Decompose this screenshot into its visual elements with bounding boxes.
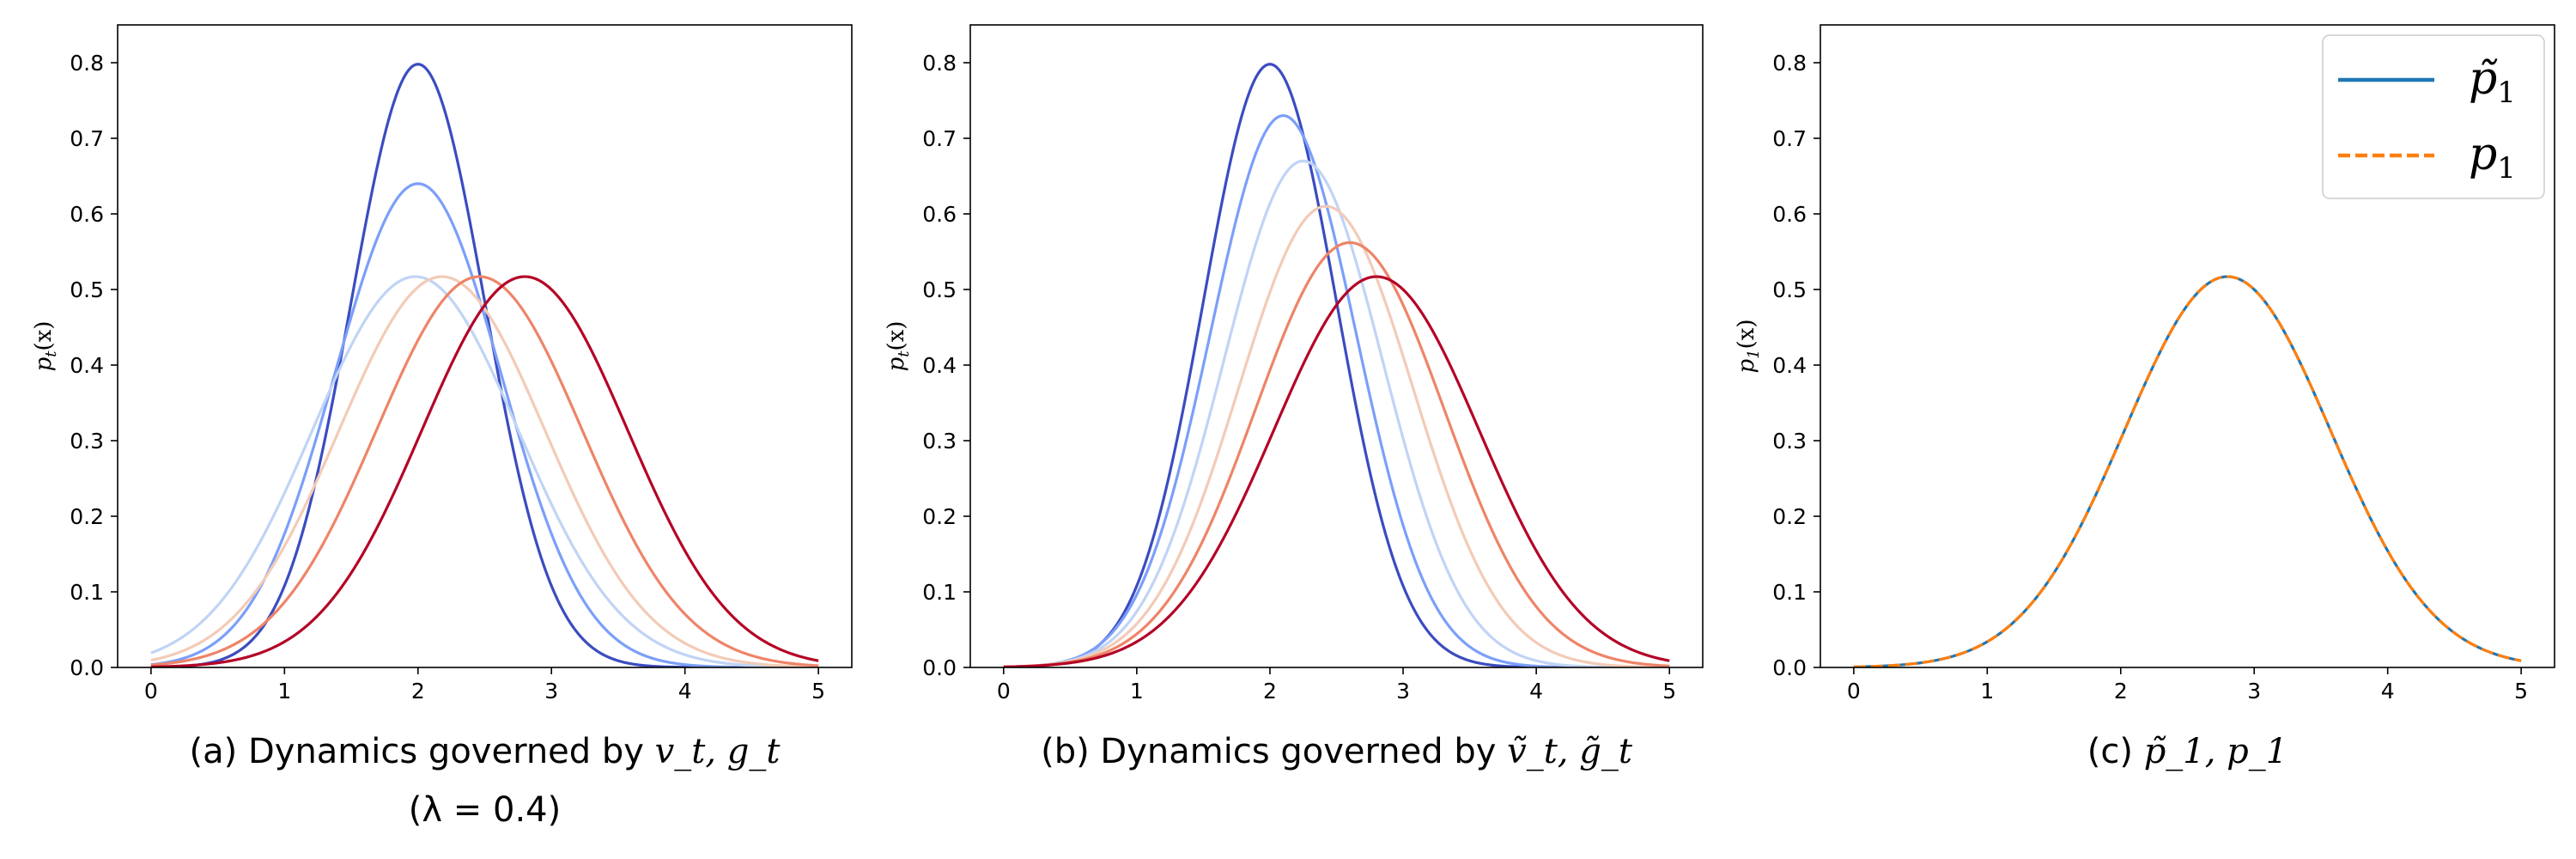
axes-frame <box>969 24 1704 668</box>
x-tick-label: 1 <box>1130 679 1144 704</box>
series-line-5 <box>1003 241 1670 667</box>
series-line-3 <box>1003 159 1670 667</box>
axes-frame <box>117 24 853 668</box>
y-axis-label: pt(x) <box>884 321 913 372</box>
x-tick-label: 2 <box>411 679 425 704</box>
panel-a: 0 1 2 3 4 5 0.0 0.1 0.2 0.3 0.4 0.5 0.6 0.7 0.8 pt(x) (a… <box>31 24 853 830</box>
y-tick-label: 0.5 <box>70 277 104 302</box>
x-tick-label: 2 <box>2114 679 2128 704</box>
x-tick-label: 0 <box>144 679 158 704</box>
y-tick-label: 0.2 <box>922 504 957 529</box>
y-tick-label: 0.6 <box>1772 202 1807 227</box>
series-line-4 <box>150 275 819 667</box>
x-tick-label: 5 <box>811 679 825 704</box>
panel-b: 0 1 2 3 4 5 0.0 0.1 0.2 0.3 0.4 0.5 0.6 0.7 0.8 pt(x) (b… <box>884 24 1704 771</box>
x-tick-label: 0 <box>997 679 1011 704</box>
series-line-1 <box>150 63 819 667</box>
y-axis-label: pt(x) <box>31 321 60 372</box>
y-tick-label: 0.7 <box>70 126 104 151</box>
series-line-1 <box>1003 63 1670 667</box>
series-line-2 <box>1853 275 2522 667</box>
y-tick-label: 0.4 <box>70 353 104 378</box>
x-tick-label: 3 <box>544 679 558 704</box>
x-tick-label: 2 <box>1263 679 1277 704</box>
series-line-2 <box>1003 114 1670 667</box>
legend-entry: p1 <box>2469 129 2516 186</box>
y-tick-label: 0.8 <box>70 51 104 76</box>
y-tick-label: 0.6 <box>922 202 957 227</box>
y-tick-label: 0.8 <box>922 51 957 76</box>
y-tick-label: 0.1 <box>1772 580 1807 605</box>
y-axis-label: p1(x) <box>1734 319 1763 373</box>
panel-caption-line2: (λ = 0.4) <box>409 790 561 830</box>
y-tick-label: 0.1 <box>70 580 104 605</box>
legend: p̃1p1 <box>2322 34 2545 199</box>
x-tick-label: 0 <box>1847 679 1861 704</box>
y-tick-label: 0.5 <box>922 277 957 302</box>
x-tick-label: 4 <box>1529 679 1543 704</box>
x-tick-label: 4 <box>2381 679 2395 704</box>
plot-area <box>150 63 819 667</box>
x-tick-label: 1 <box>277 679 291 704</box>
y-tick-label: 0.7 <box>922 126 957 151</box>
y-tick-label: 0.0 <box>922 655 957 680</box>
series-line-4 <box>1003 204 1670 667</box>
y-tick-label: 0.3 <box>922 429 957 454</box>
x-tick-label: 3 <box>2247 679 2261 704</box>
panel-caption: (b) Dynamics governed by ṽ_t, g̃_t <box>1041 732 1633 771</box>
y-tick-label: 0.2 <box>70 504 104 529</box>
x-tick-label: 4 <box>678 679 692 704</box>
x-tick-label: 3 <box>1396 679 1410 704</box>
y-tick-label: 0.3 <box>1772 429 1807 454</box>
legend-entry: p̃1 <box>2469 53 2516 110</box>
y-tick-label: 0.1 <box>922 580 957 605</box>
y-tick-label: 0.2 <box>1772 504 1807 529</box>
panel-caption: (a) Dynamics governed by v_t, g_t <box>190 732 781 771</box>
series-line-6 <box>1003 275 1670 667</box>
y-tick-label: 0.0 <box>70 655 104 680</box>
y-tick-label: 0.4 <box>922 353 957 378</box>
series-line-1 <box>1853 275 2522 667</box>
y-tick-label: 0.6 <box>70 202 104 227</box>
x-tick-label: 5 <box>2514 679 2528 704</box>
y-tick-label: 0.3 <box>70 429 104 454</box>
y-tick-label: 0.8 <box>1772 51 1807 76</box>
legend-box <box>2322 34 2545 199</box>
y-tick-label: 0.4 <box>1772 353 1807 378</box>
y-tick-label: 0.0 <box>1772 655 1807 680</box>
plot-area <box>1853 275 2522 667</box>
y-tick-label: 0.5 <box>1772 277 1807 302</box>
series-line-5 <box>150 275 819 667</box>
series-line-3 <box>150 275 819 667</box>
y-tick-label: 0.7 <box>1772 126 1807 151</box>
plot-area <box>1003 63 1670 667</box>
series-line-2 <box>150 182 819 667</box>
x-tick-label: 5 <box>1662 679 1676 704</box>
series-line-6 <box>150 275 819 667</box>
panel-caption: (c) p̃_1, p_1 <box>2087 732 2287 771</box>
panel-c: 0 1 2 3 4 5 0.0 0.1 0.2 0.3 0.4 0.5 0.6 0.7 0.8 p1(x) (c… <box>1734 24 2555 771</box>
x-tick-label: 1 <box>1980 679 1994 704</box>
axes-frame <box>1820 24 2555 668</box>
